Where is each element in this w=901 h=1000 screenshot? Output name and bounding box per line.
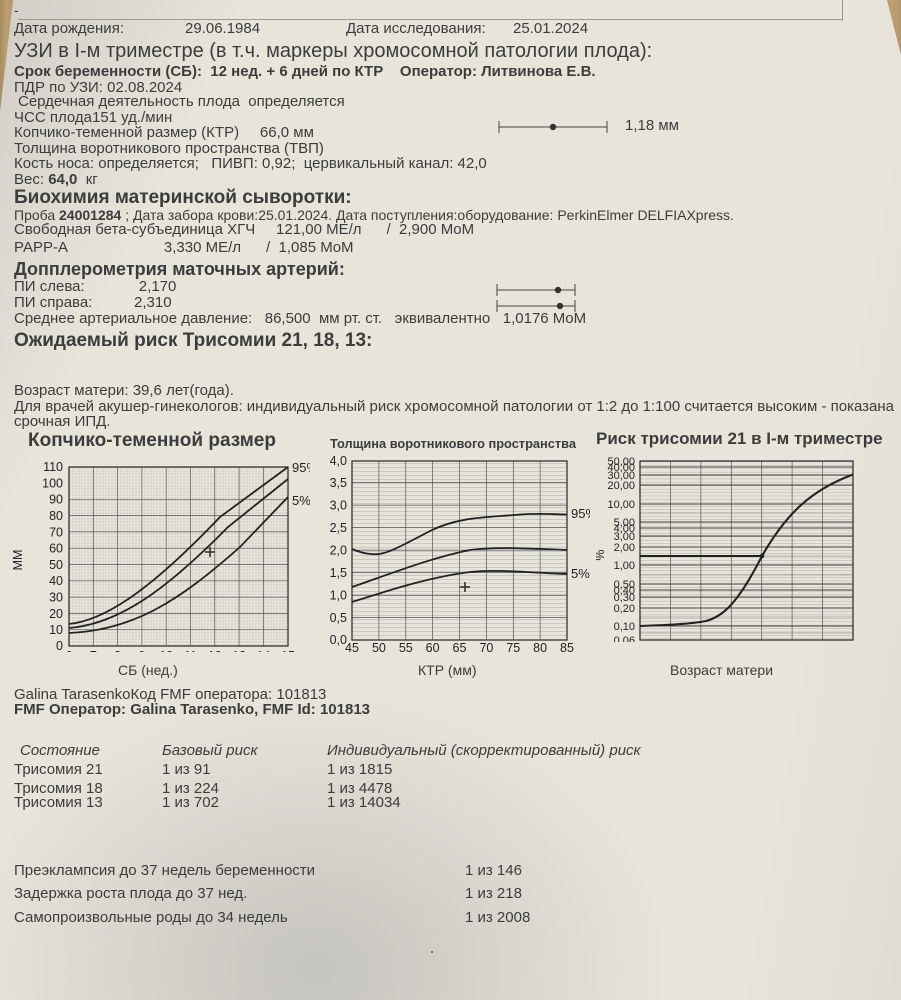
svg-text:75: 75 [506, 641, 520, 652]
svg-text:80: 80 [49, 509, 63, 523]
svg-text:9: 9 [138, 649, 145, 652]
svg-text:13: 13 [232, 649, 246, 652]
svg-text:6: 6 [66, 649, 73, 652]
svg-text:0,06: 0,06 [614, 635, 635, 642]
svg-text:11: 11 [184, 649, 197, 652]
svg-text:100: 100 [42, 477, 63, 491]
svg-text:25: 25 [694, 641, 708, 642]
svg-text:2,0: 2,0 [330, 544, 347, 558]
svg-text:1,0: 1,0 [330, 589, 347, 603]
svg-text:80: 80 [533, 641, 547, 652]
svg-text:60: 60 [49, 542, 63, 556]
svg-text:10: 10 [159, 649, 173, 652]
svg-text:4,0: 4,0 [330, 454, 347, 468]
svg-text:90: 90 [49, 493, 63, 507]
svg-text:20: 20 [49, 607, 63, 621]
svg-text:50: 50 [846, 641, 860, 642]
svg-text:40: 40 [785, 641, 799, 642]
svg-text:7: 7 [90, 649, 97, 652]
svg-text:60: 60 [426, 641, 440, 652]
svg-text:5%: 5% [292, 493, 310, 508]
svg-text:10,00: 10,00 [607, 499, 635, 511]
svg-text:5%: 5% [571, 566, 590, 581]
svg-text:95%: 95% [571, 506, 590, 521]
svg-text:55: 55 [399, 641, 413, 652]
svg-text:12: 12 [208, 649, 222, 652]
svg-text:8: 8 [114, 649, 121, 652]
svg-text:20,00: 20,00 [607, 480, 635, 492]
svg-text:70: 70 [49, 525, 63, 539]
svg-text:85: 85 [560, 641, 574, 652]
svg-text:10: 10 [49, 623, 63, 637]
svg-text:35: 35 [755, 641, 769, 642]
svg-text:14: 14 [256, 649, 270, 652]
svg-text:50: 50 [49, 558, 63, 572]
svg-text:2,5: 2,5 [330, 521, 347, 535]
svg-text:%: % [596, 549, 607, 560]
svg-text:0,20: 0,20 [614, 603, 635, 615]
svg-text:3,5: 3,5 [330, 476, 347, 490]
svg-text:0,5: 0,5 [330, 611, 347, 625]
svg-text:15: 15 [633, 641, 647, 642]
svg-text:45: 45 [345, 641, 359, 652]
svg-text:3,0: 3,0 [330, 499, 347, 513]
svg-text:30: 30 [724, 641, 738, 642]
svg-text:65: 65 [453, 641, 467, 652]
svg-text:2,00: 2,00 [614, 542, 635, 554]
svg-text:0,10: 0,10 [614, 621, 635, 633]
svg-text:45: 45 [816, 641, 830, 642]
svg-text:50: 50 [372, 641, 386, 652]
svg-text:20: 20 [663, 641, 677, 642]
svg-text:1,00: 1,00 [614, 560, 635, 572]
svg-text:1,5: 1,5 [330, 566, 347, 580]
svg-text:95%: 95% [292, 460, 310, 475]
svg-text:0: 0 [56, 639, 63, 652]
svg-text:ММ: ММ [11, 550, 25, 571]
svg-text:30: 30 [49, 591, 63, 605]
svg-text:70: 70 [479, 641, 493, 652]
svg-text:40: 40 [49, 574, 63, 588]
svg-text:15: 15 [281, 649, 295, 652]
svg-text:110: 110 [43, 460, 63, 474]
